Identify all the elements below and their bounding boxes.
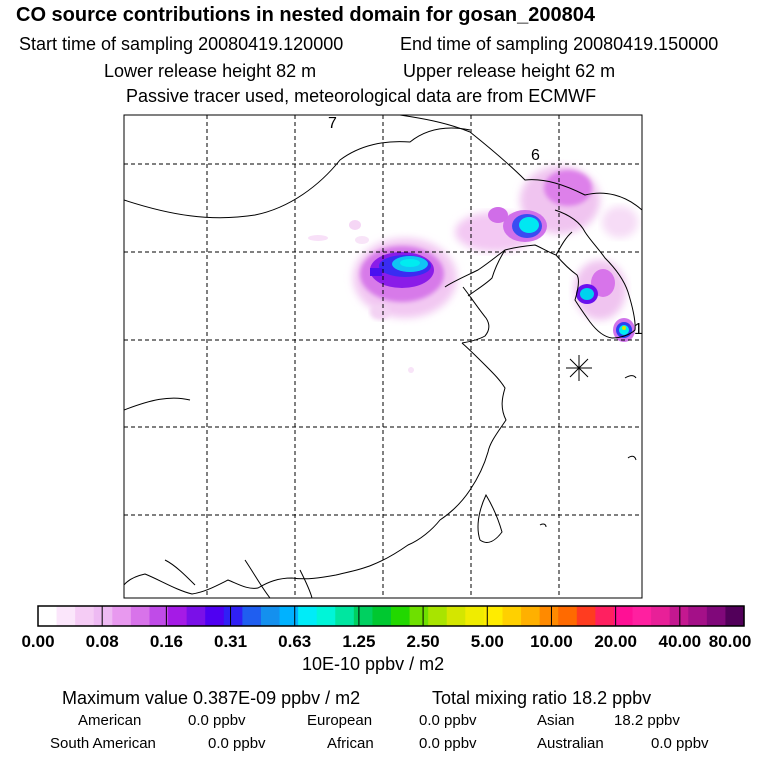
american-label: American: [78, 712, 142, 729]
colorbar-cell: [576, 606, 596, 626]
colorbar-cell: [372, 606, 392, 626]
european-value: 0.0 ppbv: [419, 712, 477, 729]
colorbar-tick-label: 5.00: [470, 632, 504, 651]
colorbar-tick-label: 0.08: [85, 632, 119, 651]
south-american-value: 0.0 ppbv: [208, 735, 266, 752]
plume-west: [308, 220, 457, 373]
tracer-note-label: Passive tracer used, meteorological data…: [126, 86, 597, 106]
colorbar-cell: [168, 606, 188, 626]
colorbar-cell: [279, 606, 299, 626]
colorbar-cell: [112, 606, 132, 626]
american-value: 0.0 ppbv: [188, 712, 246, 729]
colorbar-cell: [539, 606, 559, 626]
south-american-label: South American: [50, 735, 156, 752]
colorbar-cell: [706, 606, 727, 626]
colorbar-cell: [186, 606, 206, 626]
max-value-label: Maximum value 0.387E-09 ppbv / m2: [62, 688, 361, 708]
colorbar-cell: [409, 606, 429, 626]
colorbar-cell: [669, 606, 689, 626]
coastlines: [124, 115, 642, 598]
map-label-6: 6: [531, 147, 540, 164]
colorbar-cell: [75, 606, 95, 626]
colorbar-tick-label: 0.31: [213, 632, 248, 651]
colorbar-cell: [688, 606, 708, 626]
colorbar-tick-label: 10.00: [530, 632, 573, 651]
colorbar-cells: [38, 606, 745, 626]
upper-release-height-label: Upper release height 62 m: [403, 61, 616, 81]
total-mixing-ratio-label: Total mixing ratio 18.2 ppbv: [432, 688, 652, 708]
end-time-label: End time of sampling 20080419.150000: [400, 34, 719, 54]
colorbar-tick-label: 0.63: [278, 632, 312, 651]
colorbar-cell: [242, 606, 262, 626]
colorbar-cell: [558, 606, 578, 626]
colorbar-cell: [651, 606, 671, 626]
receptor-marker: [566, 355, 592, 381]
colorbar-cell: [316, 606, 336, 626]
colorbar-cell: [56, 606, 76, 626]
colorbar-tick-label: 40.00: [658, 632, 702, 651]
colorbar-tick-label: 2.50: [406, 632, 440, 651]
colorbar-cell: [391, 606, 411, 626]
colorbar-tick-label: 20.00: [594, 632, 637, 651]
colorbar-cell: [149, 606, 169, 626]
colorbar-cell: [130, 606, 151, 626]
colorbar-cell: [298, 606, 318, 626]
colorbar-cell: [260, 606, 281, 626]
plume-north: [455, 166, 638, 252]
colorbar-cell: [595, 606, 615, 626]
start-time-label: Start time of sampling 20080419.120000: [19, 34, 344, 54]
plume-korea: [574, 260, 635, 342]
australian-value: 0.0 ppbv: [651, 735, 709, 752]
colorbar-cell: [483, 606, 504, 626]
colorbar-cell: [632, 606, 652, 626]
asian-label: Asian: [537, 712, 575, 729]
map-label-7: 7: [328, 115, 337, 132]
map-label-1: 1: [634, 321, 643, 338]
asian-value: 18.2 ppbv: [614, 712, 680, 729]
african-label: African: [327, 735, 374, 752]
african-value: 0.0 ppbv: [419, 735, 477, 752]
colorbar-cell: [502, 606, 522, 626]
lower-release-height-label: Lower release height 82 m: [104, 61, 317, 81]
colorbar-cell: [428, 606, 448, 626]
map-frame: [123, 114, 643, 599]
colorbar-cell: [223, 606, 243, 626]
australian-label: Australian: [537, 735, 604, 752]
colorbar-cell: [446, 606, 466, 626]
colorbar-cell: [353, 606, 374, 626]
page-title: CO source contributions in nested domain…: [16, 4, 596, 26]
graticule: [124, 115, 642, 598]
colorbar-unit-label: 10E-10 ppbv / m2: [302, 654, 445, 674]
colorbar-ticks: [37, 606, 745, 626]
colorbar-cell: [465, 606, 485, 626]
colorbar-tick-label: 80.00: [708, 632, 752, 651]
colorbar-cell: [205, 606, 225, 626]
colorbar-cell: [38, 606, 58, 626]
colorbar-tick-label: 0.00: [21, 632, 55, 651]
colorbar-tick-label: 1.25: [342, 632, 376, 651]
colorbar-cell: [521, 606, 541, 626]
colorbar-cell: [725, 606, 745, 626]
european-label: European: [307, 712, 373, 729]
colorbar-cell: [335, 606, 355, 626]
colorbar-cell: [613, 606, 634, 626]
colorbar-cell: [93, 606, 113, 626]
colorbar-tick-label: 0.16: [149, 632, 183, 651]
